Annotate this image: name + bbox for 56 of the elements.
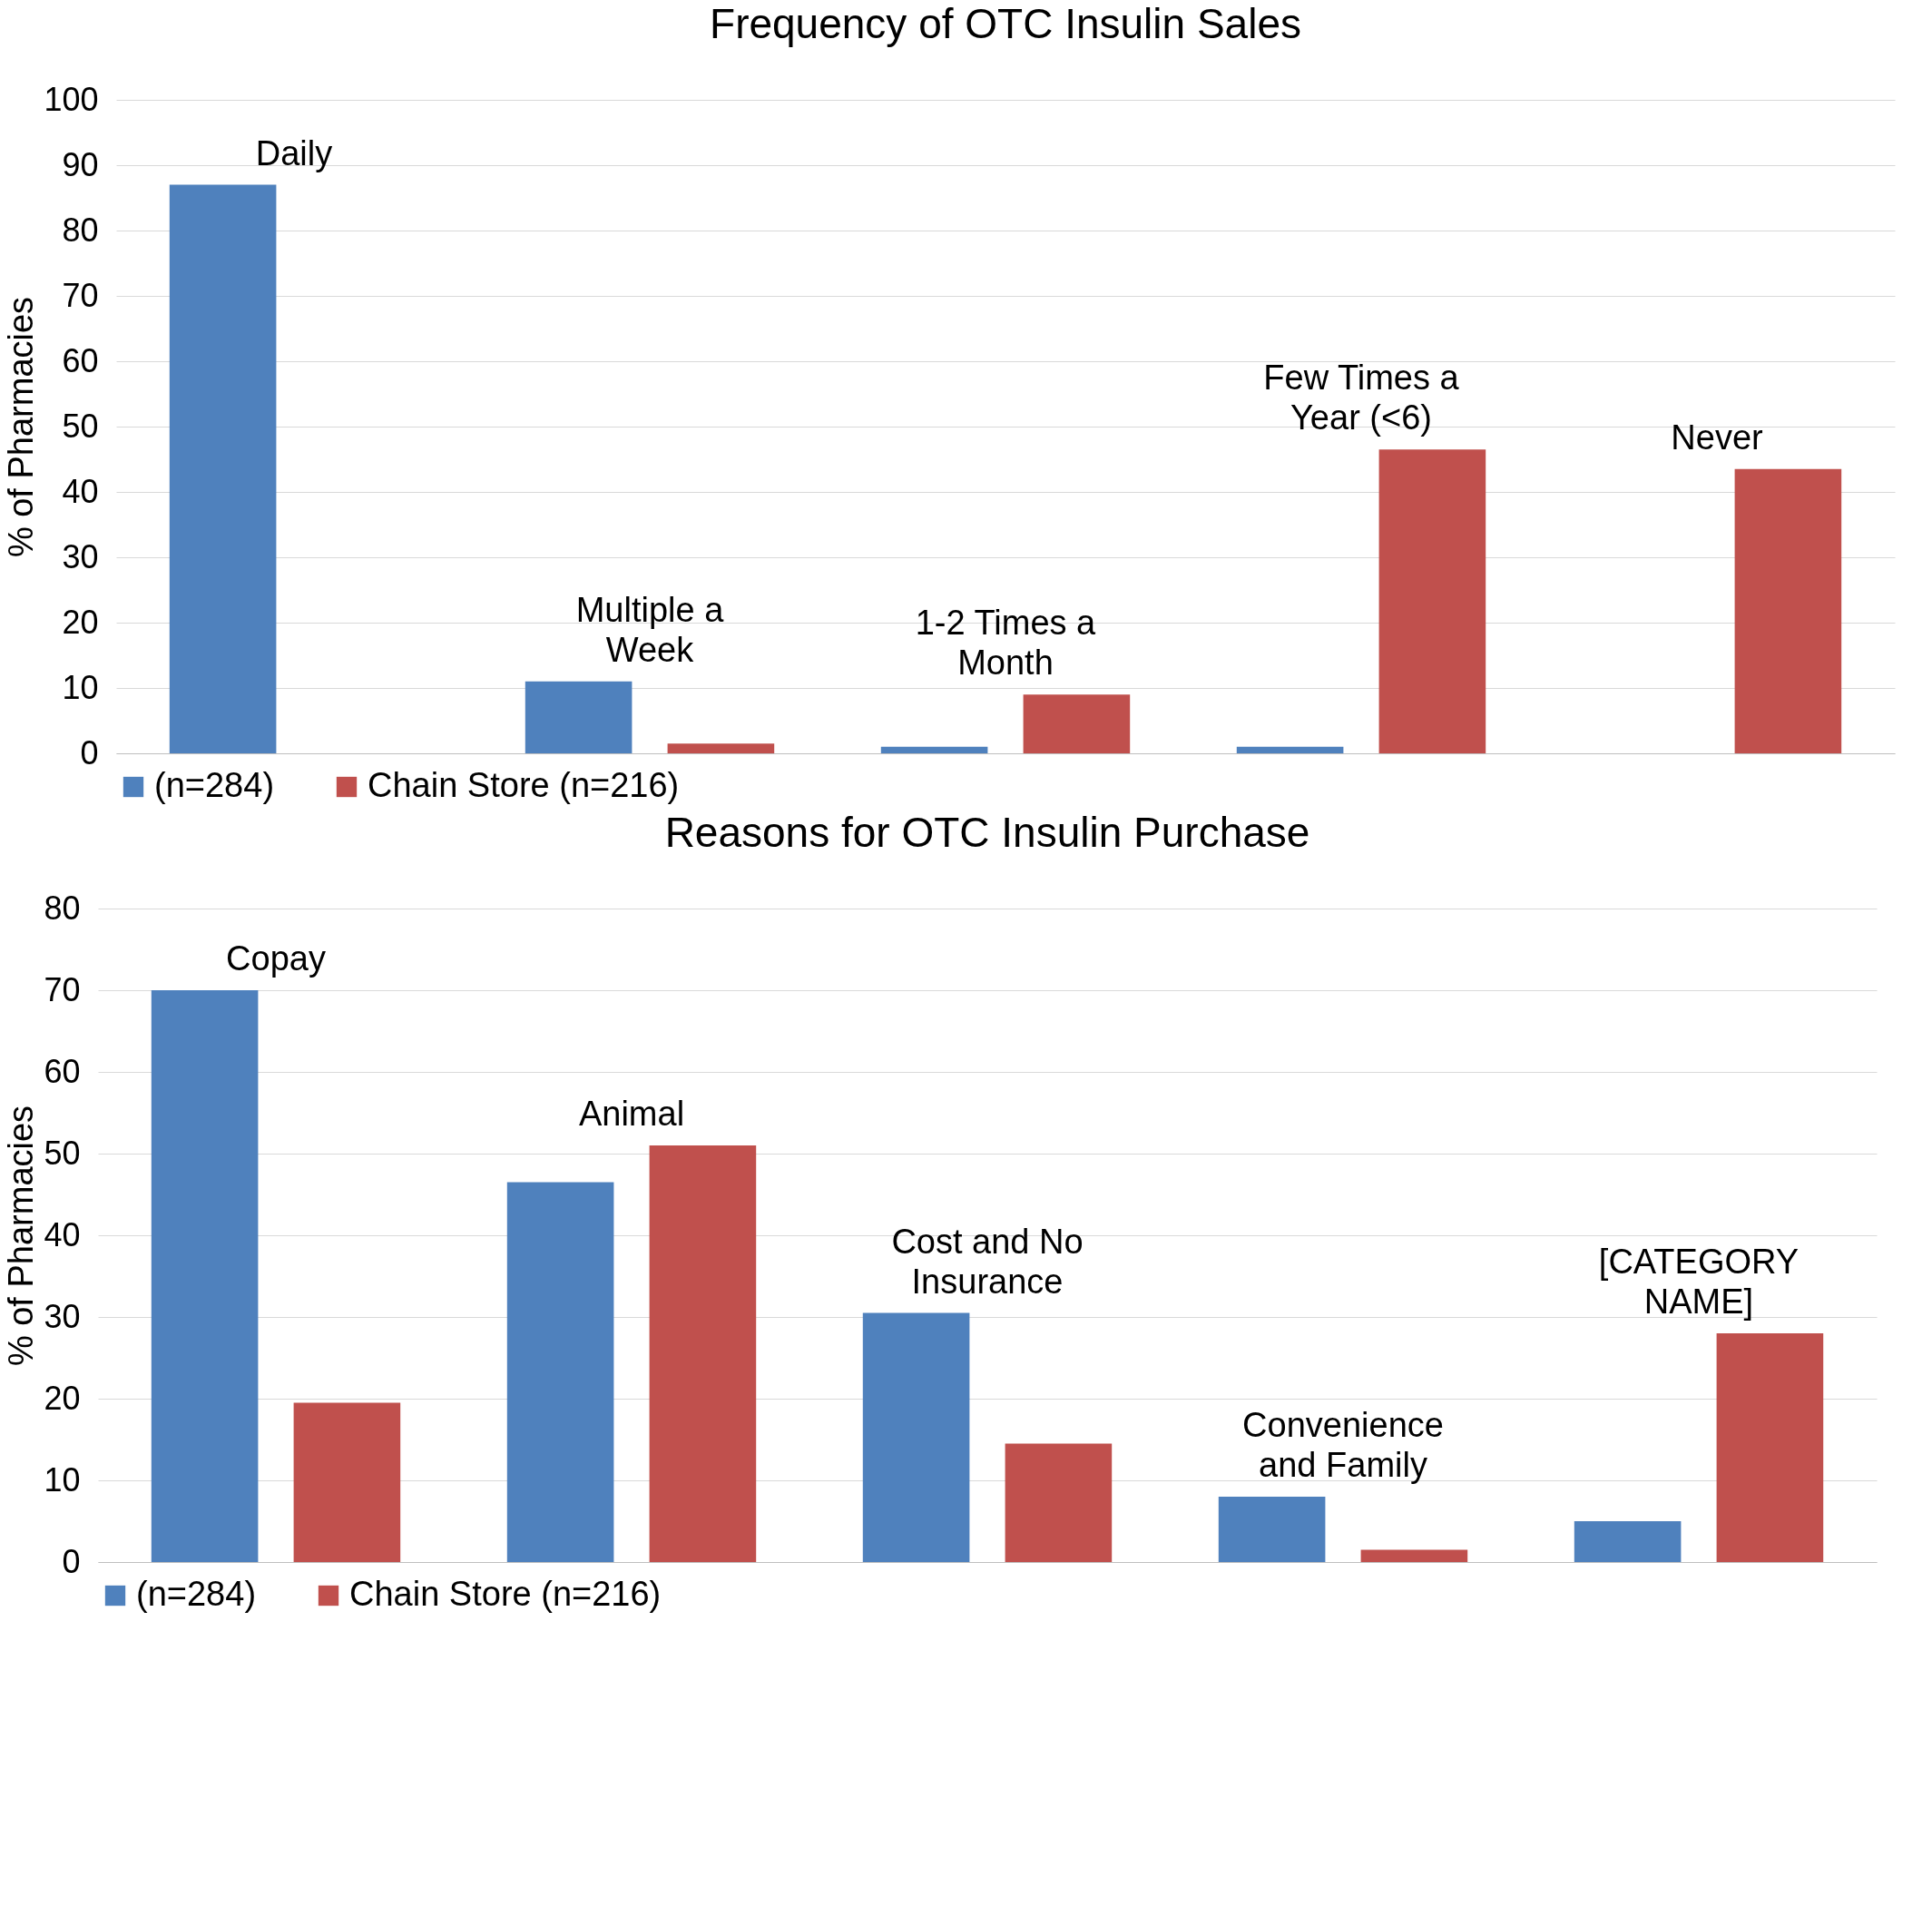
y-tick-label: 10 (44, 1460, 81, 1499)
x-tick-label: Few Times a Year (<6) (1263, 359, 1460, 437)
y-tick-label: 50 (62, 407, 99, 445)
legend-label: (n=284) (154, 766, 275, 804)
x-tick-label: Convenience and Family (1242, 1406, 1444, 1484)
y-tick-label: 100 (44, 80, 99, 118)
x-tick-label: Daily (255, 133, 333, 172)
bar (1236, 746, 1344, 753)
y-tick-label: 0 (80, 733, 99, 771)
y-tick-label: 60 (44, 1052, 81, 1090)
y-tick-label: 80 (62, 211, 99, 249)
y-tick-label: 30 (44, 1297, 81, 1335)
bar (506, 1182, 614, 1562)
bar (1360, 1549, 1468, 1562)
bar (862, 1312, 970, 1562)
bar (1734, 468, 1842, 753)
y-tick-label: 70 (44, 970, 81, 1008)
bar (293, 1402, 401, 1562)
bar (1218, 1497, 1326, 1562)
y-axis-title: % of Pharmacies (2, 1105, 41, 1367)
x-tick-label: Never (1671, 418, 1764, 457)
bar (1023, 694, 1131, 753)
x-tick-label: [CATEGORY NAME] (1598, 1243, 1800, 1321)
bar (649, 1145, 757, 1562)
y-tick-label: 20 (62, 603, 99, 641)
y-tick-label: 10 (62, 668, 99, 706)
bar (880, 746, 988, 753)
y-tick-label: 30 (62, 537, 99, 575)
y-tick-label: 0 (62, 1542, 81, 1580)
y-tick-label: 40 (44, 1215, 81, 1253)
y-axis-title: % of Pharmacies (2, 296, 41, 558)
bar (525, 681, 633, 753)
bar (1378, 449, 1486, 753)
bar (151, 990, 259, 1562)
bar (667, 743, 775, 753)
y-tick-label: 50 (44, 1134, 81, 1172)
x-tick-label: Cost and No Insurance (891, 1222, 1084, 1301)
y-tick-label: 60 (62, 341, 99, 379)
y-tick-label: 70 (62, 276, 99, 314)
bar (1716, 1333, 1824, 1562)
x-tick-label: Copay (226, 939, 326, 978)
bar (1005, 1443, 1113, 1562)
y-tick-label: 20 (44, 1379, 81, 1417)
y-tick-label: 90 (62, 145, 99, 183)
legend-label: Chain Store (n=216) (368, 766, 680, 804)
bar (1574, 1521, 1682, 1562)
x-tick-label: 1-2 Times a Month (915, 604, 1097, 683)
chart-title: Reasons for OTC Insulin Purchase (664, 809, 1310, 856)
bar (169, 184, 277, 753)
x-tick-label: Multiple a Week (575, 590, 725, 669)
legend-label: Chain Store (n=216) (349, 1575, 662, 1613)
y-tick-label: 80 (44, 889, 81, 927)
chart-title: Frequency of OTC Insulin Sales (710, 0, 1301, 47)
x-tick-label: Animal (578, 1095, 685, 1133)
legend-label: (n=284) (136, 1575, 257, 1613)
y-tick-label: 40 (62, 472, 99, 510)
